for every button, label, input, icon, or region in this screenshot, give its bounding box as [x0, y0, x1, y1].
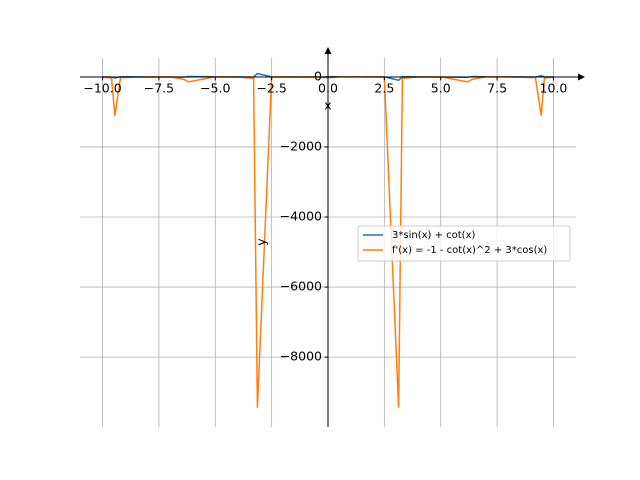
y-tick-label: −8000 — [280, 349, 322, 364]
x-tick-label: −5.0 — [200, 80, 230, 95]
x-tick-label: −2.5 — [256, 80, 286, 95]
legend-label: f'(x) = -1 - cot(x)^2 + 3*cos(x) — [392, 245, 547, 256]
x-tick-label: 5.0 — [431, 80, 451, 95]
legend-box — [357, 225, 571, 262]
x-axis-arrow — [578, 73, 585, 81]
y-tick-label: 0 — [314, 68, 322, 83]
y-axis-label: y — [254, 238, 269, 246]
y-tick-label: −6000 — [280, 279, 322, 294]
y-axis-arrow — [324, 47, 332, 54]
x-tick-label: 10.0 — [540, 80, 568, 95]
legend: 3*sin(x) + cot(x) f'(x) = -1 - cot(x)^2 +… — [357, 225, 571, 262]
x-tick-label: 7.5 — [487, 80, 507, 95]
x-tick-label: 2.5 — [374, 80, 394, 95]
ticks: −10.0 −7.5 −5.0 −2.5 0.0 2.5 5.0 7.5 10.0 0 −2000 −… — [83, 68, 567, 363]
x-tick-label: 0.0 — [318, 80, 338, 95]
y-tick-label: −2000 — [280, 138, 322, 153]
x-axis-label: x — [324, 98, 331, 113]
x-tick-label: −7.5 — [144, 80, 174, 95]
x-tick-label: −10.0 — [83, 80, 121, 95]
legend-label: 3*sin(x) + cot(x) — [392, 230, 476, 241]
y-tick-label: −4000 — [280, 209, 322, 224]
